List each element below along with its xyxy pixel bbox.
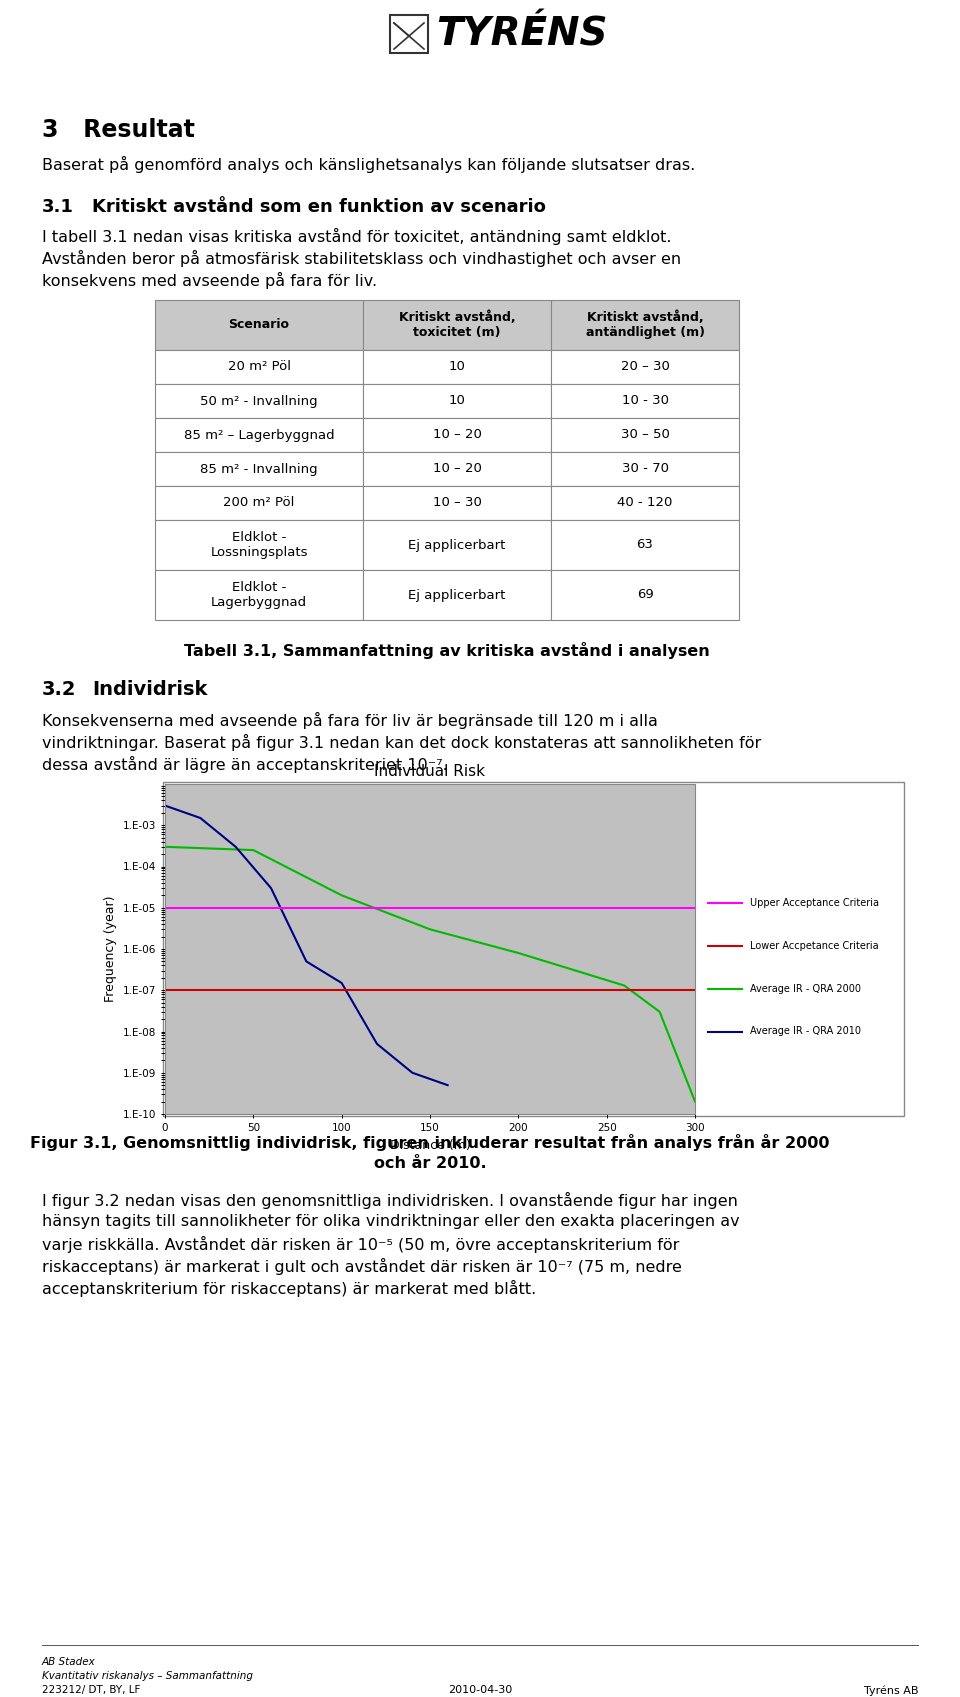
Text: Average IR - QRA 2010: Average IR - QRA 2010	[750, 1027, 861, 1037]
Bar	[155, 519, 363, 570]
Text: dessa avstånd är lägre än acceptanskriteriet 10⁻⁷.: dessa avstånd är lägre än acceptanskrite…	[42, 755, 447, 774]
Text: och år 2010.: och år 2010.	[373, 1156, 487, 1171]
Bar	[155, 350, 363, 384]
Text: Konsekvenserna med avseende på fara för liv är begränsade till 120 m i alla: Konsekvenserna med avseende på fara för …	[42, 713, 658, 730]
Text: 69: 69	[636, 589, 654, 601]
Text: TYRÉNS: TYRÉNS	[436, 15, 608, 53]
Text: 3.1: 3.1	[42, 199, 74, 216]
Text: Lower Accpetance Criteria: Lower Accpetance Criteria	[750, 940, 878, 950]
Bar	[551, 417, 739, 451]
Bar	[163, 782, 904, 1117]
Text: Tabell 3.1, Sammanfattning av kritiska avstånd i analysen: Tabell 3.1, Sammanfattning av kritiska a…	[184, 641, 709, 658]
Text: 85 m² – Lagerbyggnad: 85 m² – Lagerbyggnad	[183, 429, 334, 441]
Text: I figur 3.2 nedan visas den genomsnittliga individrisken. I ovanstående figur ha: I figur 3.2 nedan visas den genomsnittli…	[42, 1191, 738, 1208]
Text: 40 - 120: 40 - 120	[617, 497, 673, 509]
Text: Ej applicerbart: Ej applicerbart	[408, 589, 506, 601]
Bar	[363, 300, 551, 350]
Text: 10 – 20: 10 – 20	[433, 429, 481, 441]
Bar	[551, 485, 739, 519]
Bar	[155, 485, 363, 519]
Text: Kritiskt avstånd,
toxicitet (m): Kritiskt avstånd, toxicitet (m)	[398, 311, 516, 339]
Text: Avstånden beror på atmosfärisk stabilitetsklass och vindhastighet och avser en: Avstånden beror på atmosfärisk stabilite…	[42, 249, 682, 266]
Text: Figur 3.1, Genomsnittlig individrisk, figuren inkluderar resultat från analys fr: Figur 3.1, Genomsnittlig individrisk, fi…	[31, 1134, 829, 1151]
Text: 3.2: 3.2	[42, 680, 77, 699]
Y-axis label: Frequency (year): Frequency (year)	[104, 896, 117, 1003]
Text: Scenario: Scenario	[228, 319, 290, 331]
Bar	[363, 417, 551, 451]
Bar	[363, 384, 551, 417]
Text: 63: 63	[636, 538, 654, 552]
X-axis label: Distance (m): Distance (m)	[390, 1139, 470, 1152]
Text: Kvantitativ riskanalys – Sammanfattning: Kvantitativ riskanalys – Sammanfattning	[42, 1672, 253, 1682]
Text: 50 m² - Invallning: 50 m² - Invallning	[201, 394, 318, 407]
Text: Kritiskt avstånd som en funktion av scenario: Kritiskt avstånd som en funktion av scen…	[92, 199, 546, 216]
Text: 10 – 20: 10 – 20	[433, 463, 481, 475]
Text: Kritiskt avstånd,
antändlighet (m): Kritiskt avstånd, antändlighet (m)	[586, 311, 705, 339]
Bar	[551, 350, 739, 384]
Bar	[363, 519, 551, 570]
Bar	[363, 485, 551, 519]
Bar	[551, 570, 739, 619]
Text: 30 - 70: 30 - 70	[621, 463, 668, 475]
Text: AB Stadex: AB Stadex	[42, 1656, 96, 1666]
Bar	[155, 570, 363, 619]
Text: konsekvens med avseende på fara för liv.: konsekvens med avseende på fara för liv.	[42, 272, 377, 288]
Text: 20 – 30: 20 – 30	[620, 360, 669, 373]
Bar	[551, 519, 739, 570]
Text: I tabell 3.1 nedan visas kritiska avstånd för toxicitet, antändning samt eldklot: I tabell 3.1 nedan visas kritiska avstån…	[42, 227, 671, 244]
Bar	[551, 384, 739, 417]
Bar	[155, 300, 363, 350]
Text: 223212/ DT, BY, LF: 223212/ DT, BY, LF	[42, 1685, 140, 1695]
Text: Upper Acceptance Criteria: Upper Acceptance Criteria	[750, 898, 879, 908]
Text: Baserat på genomförd analys och känslighetsanalys kan följande slutsatser dras.: Baserat på genomförd analys och känsligh…	[42, 156, 695, 173]
Bar	[363, 570, 551, 619]
Text: Eldklot -
Lagerbyggnad: Eldklot - Lagerbyggnad	[211, 580, 307, 609]
Text: Ej applicerbart: Ej applicerbart	[408, 538, 506, 552]
Text: Eldklot -
Lossningsplats: Eldklot - Lossningsplats	[210, 531, 308, 558]
Bar	[155, 451, 363, 485]
Text: 20 m² Pöl: 20 m² Pöl	[228, 360, 291, 373]
Text: 2010-04-30: 2010-04-30	[448, 1685, 512, 1695]
Bar	[551, 300, 739, 350]
Text: 3   Resultat: 3 Resultat	[42, 119, 195, 143]
Bar	[363, 451, 551, 485]
Text: Tyréns AB: Tyréns AB	[863, 1685, 918, 1695]
Text: acceptanskriterium för riskacceptans) är markerat med blått.: acceptanskriterium för riskacceptans) är…	[42, 1280, 537, 1297]
Bar	[155, 417, 363, 451]
Text: hänsyn tagits till sannolikheter för olika vindriktningar eller den exakta place: hänsyn tagits till sannolikheter för oli…	[42, 1213, 739, 1229]
Text: Average IR - QRA 2000: Average IR - QRA 2000	[750, 984, 861, 994]
Text: 10 - 30: 10 - 30	[621, 394, 668, 407]
Text: varje riskkälla. Avståndet där risken är 10⁻⁵ (50 m, övre acceptanskriterium för: varje riskkälla. Avståndet där risken är…	[42, 1235, 680, 1252]
Bar	[155, 384, 363, 417]
Text: 30 – 50: 30 – 50	[620, 429, 669, 441]
Bar	[551, 451, 739, 485]
Text: 85 m² - Invallning: 85 m² - Invallning	[201, 463, 318, 475]
Text: vindriktningar. Baserat på figur 3.1 nedan kan det dock konstateras att sannolik: vindriktningar. Baserat på figur 3.1 ned…	[42, 735, 761, 752]
Text: 200 m² Pöl: 200 m² Pöl	[224, 497, 295, 509]
Text: 10: 10	[448, 394, 466, 407]
Bar	[363, 350, 551, 384]
Text: 10: 10	[448, 360, 466, 373]
Text: 10 – 30: 10 – 30	[433, 497, 481, 509]
Bar	[390, 15, 428, 53]
Title: Individual Risk: Individual Risk	[374, 764, 486, 779]
Text: Individrisk: Individrisk	[92, 680, 207, 699]
Text: riskacceptans) är markerat i gult och avståndet där risken är 10⁻⁷ (75 m, nedre: riskacceptans) är markerat i gult och av…	[42, 1257, 682, 1274]
